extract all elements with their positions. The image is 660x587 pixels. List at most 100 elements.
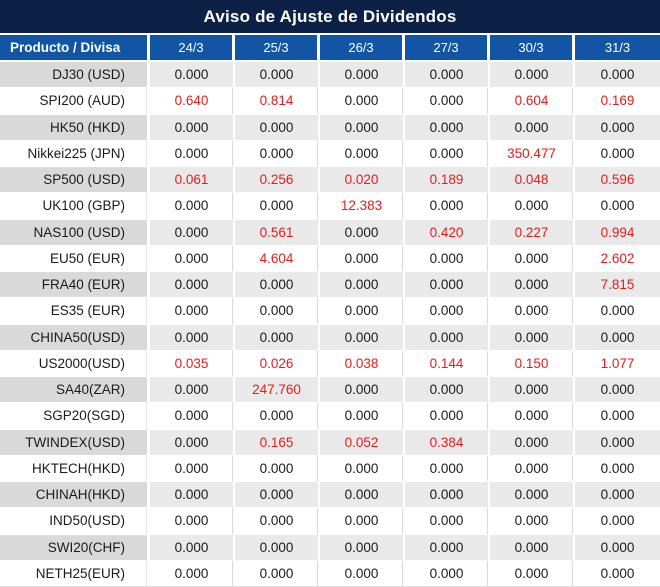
table-row: ES35 (EUR) 0.000 0.000 0.000 0.000 0.000 0.000 <box>0 298 660 325</box>
dividend-value: 0.000 <box>235 298 320 325</box>
dividend-value: 0.561 <box>235 219 320 246</box>
column-header-date: 25/3 <box>235 35 320 62</box>
page-title: Aviso de Ajuste de Dividendos <box>0 0 660 35</box>
dividend-value: 247.760 <box>235 377 320 404</box>
dividend-value: 0.000 <box>235 193 320 220</box>
dividend-value: 0.000 <box>575 377 660 404</box>
dividend-value: 0.000 <box>575 508 660 535</box>
dividend-value: 0.020 <box>320 167 405 194</box>
product-label: HK50 (HKD) <box>0 114 150 141</box>
table-row: SGP20(SGD) 0.000 0.000 0.000 0.000 0.000 0.000 <box>0 403 660 430</box>
dividend-value: 0.000 <box>405 560 490 586</box>
table-row: CHINAH(HKD) 0.000 0.000 0.000 0.000 0.000 0.00… <box>0 482 660 509</box>
dividend-value: 0.000 <box>405 377 490 404</box>
product-label: CHINAH(HKD) <box>0 482 150 509</box>
column-header-date: 31/3 <box>575 35 660 62</box>
product-label: SA40(ZAR) <box>0 377 150 404</box>
dividend-value: 0.000 <box>490 560 575 586</box>
dividend-value: 0.000 <box>490 62 575 89</box>
dividend-value: 0.640 <box>150 88 235 115</box>
dividend-value: 0.000 <box>405 272 490 299</box>
dividend-value: 0.227 <box>490 219 575 246</box>
dividend-value: 0.000 <box>150 534 235 561</box>
dividend-value: 0.000 <box>405 298 490 325</box>
dividend-value: 0.000 <box>235 508 320 535</box>
dividend-value: 0.000 <box>320 298 405 325</box>
dividend-value: 0.038 <box>320 350 405 377</box>
dividend-value: 0.000 <box>490 403 575 430</box>
dividend-value: 0.000 <box>575 324 660 351</box>
dividend-value: 0.000 <box>490 272 575 299</box>
dividend-value: 0.000 <box>320 560 405 586</box>
dividend-value: 0.000 <box>150 298 235 325</box>
dividend-value: 0.000 <box>150 114 235 141</box>
dividend-value: 0.000 <box>575 534 660 561</box>
dividend-value: 0.048 <box>490 167 575 194</box>
column-header-date: 26/3 <box>320 35 405 62</box>
column-header-product: Producto / Divisa <box>0 35 150 62</box>
dividend-value: 0.604 <box>490 88 575 115</box>
dividend-value: 0.000 <box>405 245 490 272</box>
dividend-value: 0.000 <box>150 455 235 482</box>
dividend-value: 0.000 <box>405 534 490 561</box>
table-row: NETH25(EUR) 0.000 0.000 0.000 0.000 0.000 0.00… <box>0 560 660 586</box>
dividend-value: 0.000 <box>405 140 490 167</box>
dividend-value: 0.144 <box>405 350 490 377</box>
dividend-value: 0.000 <box>575 403 660 430</box>
dividend-value: 0.000 <box>320 62 405 89</box>
dividend-value: 0.000 <box>320 403 405 430</box>
dividend-value: 0.000 <box>235 403 320 430</box>
column-header-date: 30/3 <box>490 35 575 62</box>
dividend-value: 4.604 <box>235 245 320 272</box>
dividend-value: 0.000 <box>235 455 320 482</box>
dividend-value: 0.000 <box>320 140 405 167</box>
dividend-value: 0.000 <box>405 324 490 351</box>
dividend-value: 0.000 <box>150 429 235 456</box>
dividend-value: 0.052 <box>320 429 405 456</box>
table-row: NAS100 (USD) 0.000 0.561 0.000 0.420 0.227 0.9… <box>0 219 660 246</box>
dividend-value: 0.000 <box>320 377 405 404</box>
dividend-value: 0.000 <box>490 245 575 272</box>
dividend-value: 0.000 <box>150 272 235 299</box>
dividend-value: 0.061 <box>150 167 235 194</box>
table-row: EU50 (EUR) 0.000 4.604 0.000 0.000 0.000 2.602 <box>0 245 660 272</box>
dividend-value: 0.000 <box>235 62 320 89</box>
dividend-value: 0.000 <box>575 114 660 141</box>
dividend-value: 0.000 <box>490 534 575 561</box>
dividend-value: 0.000 <box>320 482 405 509</box>
dividend-value: 0.000 <box>320 324 405 351</box>
dividend-value: 0.000 <box>405 455 490 482</box>
product-label: DJ30 (USD) <box>0 62 150 89</box>
dividend-value: 0.000 <box>405 62 490 89</box>
dividend-value: 0.000 <box>575 482 660 509</box>
table-row: Nikkei225 (JPN) 0.000 0.000 0.000 0.000 350.4… <box>0 140 660 167</box>
table-row: HKTECH(HKD) 0.000 0.000 0.000 0.000 0.000 0.00… <box>0 455 660 482</box>
page-title-text: Aviso de Ajuste de Dividendos <box>203 6 457 26</box>
dividend-value: 0.000 <box>235 324 320 351</box>
dividend-value: 0.000 <box>320 508 405 535</box>
product-label: EU50 (EUR) <box>0 245 150 272</box>
dividend-value: 0.000 <box>490 429 575 456</box>
dividend-value: 0.000 <box>405 193 490 220</box>
dividend-value: 0.000 <box>405 114 490 141</box>
product-label: ES35 (EUR) <box>0 298 150 325</box>
table-row: US2000(USD) 0.035 0.026 0.038 0.144 0.150 1.07… <box>0 350 660 377</box>
table-row: SWI20(CHF) 0.000 0.000 0.000 0.000 0.000 0.000 <box>0 534 660 561</box>
table-row: SA40(ZAR) 0.000 247.760 0.000 0.000 0.000 0.00… <box>0 377 660 404</box>
dividend-value: 0.000 <box>405 88 490 115</box>
dividend-value: 0.169 <box>575 88 660 115</box>
dividend-value: 0.000 <box>575 62 660 89</box>
dividend-value: 0.000 <box>575 560 660 586</box>
dividend-value: 0.000 <box>235 534 320 561</box>
product-label: TWINDEX(USD) <box>0 429 150 456</box>
dividend-value: 7.815 <box>575 272 660 299</box>
dividend-value: 0.000 <box>490 377 575 404</box>
dividend-value: 0.000 <box>150 560 235 586</box>
dividend-value: 0.256 <box>235 167 320 194</box>
table-row: SPI200 (AUD) 0.640 0.814 0.000 0.000 0.604 0.1… <box>0 88 660 115</box>
dividend-value: 0.000 <box>490 298 575 325</box>
product-label: SP500 (USD) <box>0 167 150 194</box>
dividend-value: 0.000 <box>150 219 235 246</box>
product-label: Nikkei225 (JPN) <box>0 140 150 167</box>
